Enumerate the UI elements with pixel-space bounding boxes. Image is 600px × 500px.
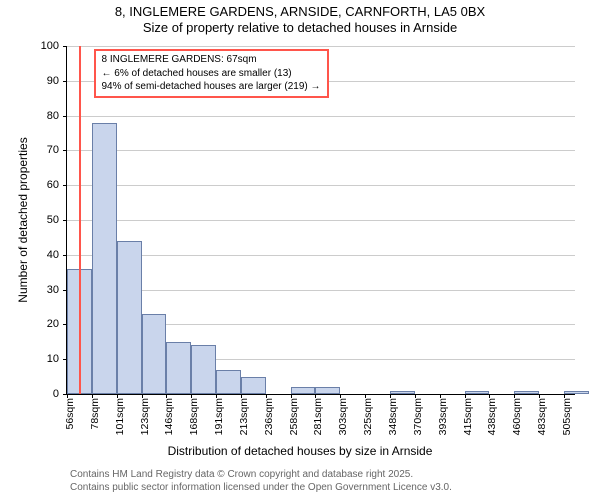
x-tick-label: 146sqm (163, 398, 175, 435)
x-tick-label: 78sqm (89, 398, 101, 430)
x-tick-label: 258sqm (288, 398, 300, 435)
histogram-bar (216, 370, 241, 394)
annotation-line: 8 INGLEMERE GARDENS: 67sqm (102, 53, 321, 67)
title-line1: 8, INGLEMERE GARDENS, ARNSIDE, CARNFORTH… (0, 4, 600, 20)
y-tick-label: 30 (47, 284, 59, 296)
y-tick-label: 20 (47, 318, 59, 330)
y-tick-label: 80 (47, 110, 59, 122)
histogram-bar (117, 241, 142, 394)
y-tick-label: 70 (47, 144, 59, 156)
x-tick-label: 483sqm (536, 398, 548, 435)
x-tick-label: 438sqm (486, 398, 498, 435)
y-tick-label: 90 (47, 75, 59, 87)
reference-line (79, 46, 81, 394)
x-tick-label: 168sqm (188, 398, 200, 435)
y-tick-label: 60 (47, 179, 59, 191)
histogram-bar (514, 391, 539, 394)
footnote-line2: Contains public sector information licen… (70, 481, 452, 494)
chart-title-block: 8, INGLEMERE GARDENS, ARNSIDE, CARNFORTH… (0, 4, 600, 37)
x-tick-label: 460sqm (511, 398, 523, 435)
histogram-bar (92, 123, 117, 394)
x-tick-label: 505sqm (561, 398, 573, 435)
chart-plot-area: 010203040506070809010056sqm78sqm101sqm12… (66, 46, 575, 395)
x-tick-label: 393sqm (437, 398, 449, 435)
x-tick-label: 213sqm (238, 398, 250, 435)
histogram-bar (291, 387, 316, 394)
x-tick-label: 191sqm (213, 398, 225, 435)
footnote: Contains HM Land Registry data © Crown c… (70, 468, 452, 494)
x-axis-title: Distribution of detached houses by size … (0, 444, 600, 458)
y-tick-label: 50 (47, 214, 59, 226)
x-tick-label: 101sqm (114, 398, 126, 435)
histogram-bar (564, 391, 589, 394)
y-tick-label: 0 (53, 388, 59, 400)
annotation-line: 94% of semi-detached houses are larger (… (102, 80, 321, 94)
x-tick-label: 325sqm (362, 398, 374, 435)
annotation-line: ← 6% of detached houses are smaller (13) (102, 67, 321, 81)
histogram-bar (191, 345, 216, 394)
histogram-bar (142, 314, 167, 394)
histogram-bar (166, 342, 191, 394)
y-tick-label: 100 (41, 40, 59, 52)
title-line2: Size of property relative to detached ho… (0, 20, 600, 36)
x-tick-label: 236sqm (263, 398, 275, 435)
x-tick-label: 123sqm (139, 398, 151, 435)
x-tick-label: 281sqm (312, 398, 324, 435)
x-tick-label: 56sqm (64, 398, 76, 430)
x-tick-label: 370sqm (412, 398, 424, 435)
histogram-bar (241, 377, 266, 394)
x-tick-label: 415sqm (462, 398, 474, 435)
annotation-box: 8 INGLEMERE GARDENS: 67sqm← 6% of detach… (94, 49, 329, 98)
histogram-bar (390, 391, 415, 394)
x-tick-label: 303sqm (337, 398, 349, 435)
x-tick-label: 348sqm (387, 398, 399, 435)
y-tick-label: 40 (47, 249, 59, 261)
footnote-line1: Contains HM Land Registry data © Crown c… (70, 468, 452, 481)
y-axis-title: Number of detached properties (16, 137, 30, 302)
histogram-bar (315, 387, 340, 394)
histogram-bar (465, 391, 490, 394)
y-tick-label: 10 (47, 353, 59, 365)
